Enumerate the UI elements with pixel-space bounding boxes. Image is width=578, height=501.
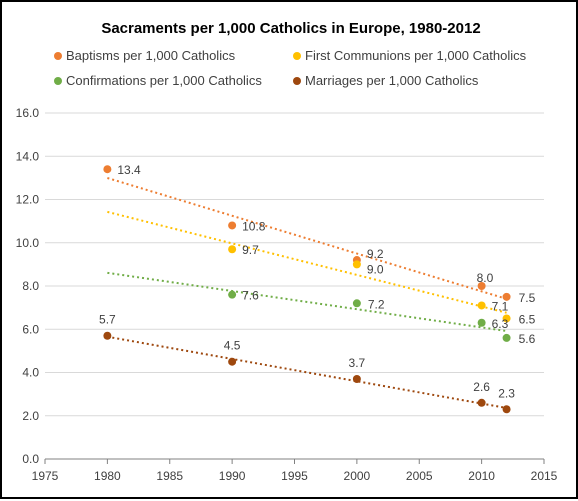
legend-marker — [54, 52, 62, 60]
data-label: 9.7 — [242, 243, 259, 257]
trendlines — [107, 177, 507, 409]
legend-marker — [54, 77, 62, 85]
y-tick-label: 4.0 — [22, 366, 39, 380]
data-labels: 13.4 10.8 9.2 8.0 7.5 9.7 9.0 7.1 6.5 7.6 7.2 6.3 5.… — [99, 163, 536, 400]
x-tick-label: 1985 — [156, 469, 183, 483]
data-label: 6.3 — [492, 317, 509, 331]
y-tick-label: 0.0 — [22, 452, 39, 466]
data-points — [103, 165, 511, 414]
data-label: 7.5 — [519, 291, 536, 305]
data-label: 13.4 — [117, 163, 141, 177]
data-label: 4.5 — [224, 339, 241, 353]
legend-label: Baptisms per 1,000 Catholics — [66, 48, 236, 63]
y-tick-label: 16.0 — [16, 106, 40, 120]
x-tick-label: 2015 — [531, 469, 558, 483]
legend-marker — [293, 52, 301, 60]
x-tick-label: 1975 — [32, 469, 59, 483]
data-label: 7.2 — [368, 297, 385, 311]
trendline — [107, 271, 507, 333]
data-label: 5.6 — [519, 332, 536, 346]
data-label: 6.5 — [519, 312, 536, 326]
data-point — [352, 260, 361, 269]
data-point — [228, 245, 237, 254]
data-point — [103, 165, 112, 174]
data-point — [477, 282, 486, 290]
chart-title: Sacraments per 1,000 Catholics in Europe… — [101, 20, 480, 37]
data-point — [477, 398, 486, 407]
legend-label: First Communions per 1,000 Catholics — [305, 48, 527, 63]
y-tick-label: 14.0 — [16, 149, 40, 163]
x-tick-label: 1995 — [281, 469, 308, 483]
data-point — [228, 221, 237, 230]
y-tick-label: 8.0 — [22, 279, 39, 293]
axes: 0.0 2.0 4.0 6.0 8.0 10.0 12.0 14.0 16.0 1975 1980 1… — [16, 106, 558, 483]
x-tick-label: 2005 — [406, 469, 433, 483]
data-label: 3.7 — [349, 356, 366, 370]
data-point — [228, 290, 237, 299]
legend: Baptisms per 1,000 Catholics First Commun… — [54, 48, 527, 88]
data-label: 2.6 — [473, 380, 490, 394]
data-label: 7.1 — [492, 299, 509, 313]
y-tick-label: 10.0 — [16, 236, 40, 250]
data-point — [502, 333, 511, 342]
x-tick-label: 1980 — [94, 469, 121, 483]
x-tick-label: 2000 — [344, 469, 371, 483]
data-label: 8.0 — [477, 271, 494, 285]
data-point — [477, 318, 486, 327]
data-point — [352, 299, 361, 308]
data-label: 9.2 — [367, 247, 384, 261]
data-label: 10.8 — [242, 219, 266, 233]
y-tick-label: 6.0 — [22, 322, 39, 336]
gridlines — [45, 112, 544, 417]
y-tick-label: 2.0 — [22, 409, 39, 423]
data-label: 7.6 — [242, 289, 259, 303]
x-tick-label: 1990 — [219, 469, 246, 483]
data-label: 5.7 — [99, 313, 116, 327]
data-point — [502, 292, 511, 301]
data-point — [502, 314, 511, 323]
data-label: 9.0 — [367, 262, 384, 276]
legend-label: Confirmations per 1,000 Catholics — [66, 73, 262, 88]
data-point — [352, 374, 361, 383]
legend-label: Marriages per 1,000 Catholics — [305, 73, 479, 88]
data-point — [502, 405, 511, 414]
legend-marker — [293, 77, 301, 85]
data-point — [103, 331, 112, 340]
x-tick-label: 2010 — [468, 469, 495, 483]
data-point — [477, 301, 486, 310]
data-point — [228, 357, 237, 366]
trendline — [107, 210, 507, 314]
data-label: 2.3 — [498, 386, 515, 400]
y-tick-label: 12.0 — [16, 193, 40, 207]
